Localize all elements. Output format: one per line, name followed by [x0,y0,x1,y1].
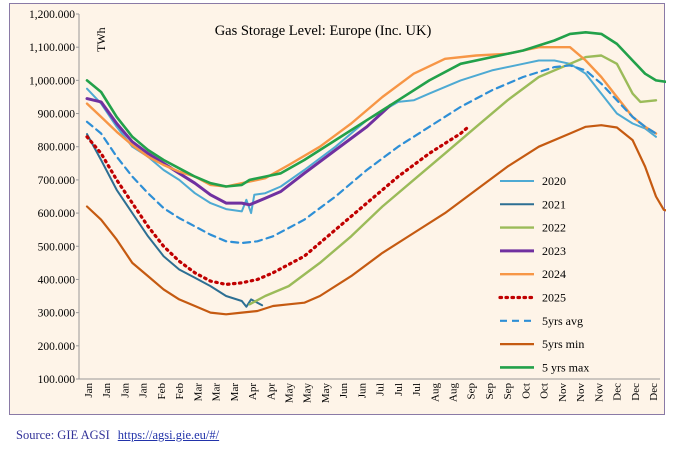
series-line-2022 [248,54,658,306]
series-line-2024 [85,46,658,188]
x-tick-label: Mar [229,383,241,402]
x-tick-label: Oct [539,383,551,399]
y-tick-label: 800.000 [38,142,76,154]
x-tick-label: Jul [375,383,387,396]
x-tick-label: Jun [356,383,368,399]
y-tick-label: 100.000 [38,374,76,386]
x-tick-label: Aug [448,383,460,402]
y-tick-label: 1,000.000 [29,75,75,87]
chart-frame: Gas Storage Level: Europe (Inc. UK) TWh … [9,3,666,415]
x-tick-label: Mar [211,383,223,402]
legend: 2020 2021 2022 2023 2024 2025 5yrs avg 5yrs min… [498,174,589,374]
x-tick-label: Feb [174,383,186,400]
y-tick-label: 300.000 [38,308,76,320]
legend-label: 2023 [542,244,566,258]
series-lines [85,31,666,316]
legend-label: 2024 [542,267,566,281]
x-tick-label: Jan [138,383,150,398]
series-line-2025 [85,125,470,286]
x-tick-label: Dec [612,383,624,401]
x-tick-label: Apr [247,383,259,400]
x-tick-label: Sep [484,383,496,400]
source-link[interactable]: https://agsi.gie.eu/#/ [117,428,220,442]
x-tick-label: Dec [630,383,642,401]
source-label: Source: GIE AGSI [16,428,110,442]
y-tick-label: 1,200.000 [29,9,75,21]
x-tick-label: Jan [83,383,95,398]
x-tick-label: Oct [520,383,532,399]
legend-label: 2025 [542,291,566,305]
series-line-2020 [86,59,657,215]
y-tick-label: 600.000 [38,208,76,220]
legend-label: 2022 [542,221,566,235]
x-tick-labels: Jan Jan Jan Jan Feb Feb Mar Mar Mar Apr Apr May May M… [83,383,660,404]
x-tick-label: Jan [119,383,131,398]
x-tick-label: Dec [648,383,660,401]
series-line-2021 [86,133,264,308]
y-tick-label: 400.000 [38,274,76,286]
x-tick-label: Nov [575,383,587,402]
y-tick-label: 700.000 [38,175,76,187]
legend-label: 5 yrs max [542,360,589,374]
x-tick-label: May [302,383,314,404]
x-tick-label: Sep [502,383,514,400]
y-tick-label: 500.000 [38,241,76,253]
x-tick-label: Feb [156,383,168,400]
chart-title: Gas Storage Level: Europe (Inc. UK) [215,23,432,39]
x-tick-label: Jul [393,383,405,396]
y-tick-label: 1,100.000 [29,42,75,54]
source-note: Source: GIE AGSI https://agsi.gie.eu/#/ [16,428,219,443]
legend-label: 2021 [542,197,566,211]
x-tick-label: May [283,383,295,404]
x-tick-label: May [320,383,332,404]
x-tick-label: Jan [101,383,113,398]
series-line-5-yrs-max [85,31,666,188]
x-tick-label: Apr [265,383,277,400]
x-tick-label: Jun [338,383,350,399]
series-line-2023 [85,97,392,207]
x-tick-label: Nov [557,383,569,402]
series-line-5yrs-min [85,124,666,316]
series-line-5yrs-avg [85,64,658,245]
x-tick-label: Nov [593,383,605,402]
x-tick-label: Mar [192,383,204,402]
legend-label: 5yrs min [542,337,584,351]
y-tick-label: 200.000 [38,341,76,353]
y-tick-labels: 100.000 200.000 300.000 400.000 500.000 600.0… [29,9,79,386]
legend-label: 2020 [542,174,566,188]
line-chart: Gas Storage Level: Europe (Inc. UK) TWh … [29,9,666,404]
y-axis-label: TWh [94,27,108,52]
legend-label: 5yrs avg [542,314,583,328]
y-tick-label: 900.000 [38,109,76,121]
x-tick-label: Aug [429,383,441,402]
x-tick-label: Sep [466,383,478,400]
x-tick-label: Jul [411,383,423,396]
